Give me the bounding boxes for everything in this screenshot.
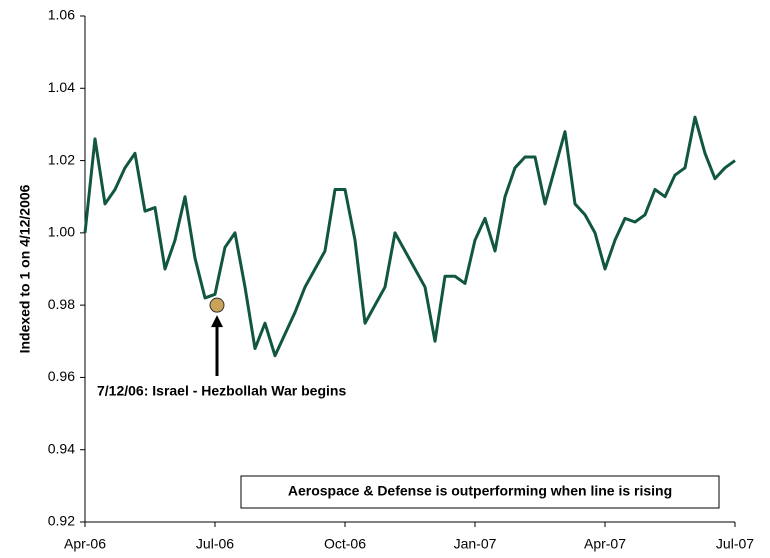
x-tick-label: Jul-06 [196,536,234,552]
annotation-point [209,297,225,313]
y-tick-label: 1.06 [48,7,75,23]
y-tick-label: 1.02 [48,151,75,167]
note: Aerospace & Defense is outperforming whe… [288,483,672,499]
x-tick-label: Jan-07 [454,536,497,552]
x-tick-label: Jul-07 [716,536,754,552]
y-axis-label: Indexed to 1 on 4/12/2006 [17,184,33,353]
annotation-arrowhead [211,315,223,328]
x-tick-label: Oct-06 [324,536,366,552]
y-tick-label: 0.98 [48,296,75,312]
note-box [240,475,720,509]
annotation-text: 7/12/06: Israel - Hezbollah War begins [97,383,346,399]
y-tick-label: 0.96 [48,368,75,384]
y-tick-label: 1.00 [48,224,75,240]
y-tick-label: 0.94 [48,440,75,456]
y-tick-label: 0.92 [48,513,75,529]
x-tick-label: Apr-07 [584,536,626,552]
y-tick-label: 1.04 [48,79,75,95]
series-line [83,115,736,358]
x-tick-label: Apr-06 [64,536,106,552]
